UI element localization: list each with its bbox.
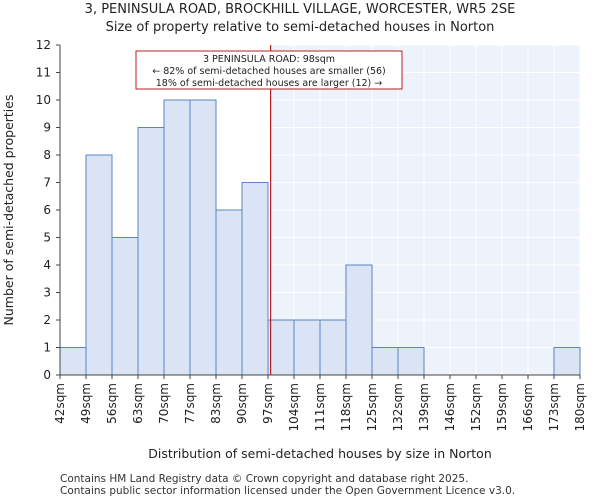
x-tick-label: 159sqm <box>495 383 509 431</box>
x-tick-label: 104sqm <box>287 383 301 431</box>
y-tick-label: 10 <box>36 93 51 107</box>
y-tick-label: 6 <box>43 203 51 217</box>
y-tick-label: 3 <box>43 286 51 300</box>
histogram-bar <box>85 154 113 376</box>
y-tick-label: 8 <box>43 148 51 162</box>
histogram-bar <box>163 99 191 376</box>
x-tick-label: 166sqm <box>521 383 535 431</box>
x-tick-label: 180sqm <box>573 383 587 431</box>
chart-title: 3, PENINSULA ROAD, BROCKHILL VILLAGE, WO… <box>84 2 516 17</box>
x-tick-label: 125sqm <box>365 383 379 431</box>
histogram-bar <box>553 347 581 376</box>
y-tick-label: 7 <box>43 176 51 190</box>
histogram-bar <box>59 347 87 376</box>
histogram-bar <box>293 319 321 376</box>
x-axis-title: Distribution of semi-detached houses by … <box>148 446 492 461</box>
x-tick-label: 152sqm <box>469 383 483 431</box>
y-tick-label: 9 <box>43 121 51 135</box>
histogram-bar <box>345 264 373 376</box>
x-tick-label: 83sqm <box>209 383 223 424</box>
x-tick-label: 42sqm <box>53 383 67 424</box>
annotation-line-3: 18% of semi-detached houses are larger (… <box>156 78 383 89</box>
chart-subtitle: Size of property relative to semi-detach… <box>105 20 495 35</box>
annotation-line-2: ← 82% of semi-detached houses are smalle… <box>152 66 386 77</box>
histogram-bar <box>397 347 425 376</box>
histogram-bar <box>215 209 243 376</box>
annotation-line-1: 3 PENINSULA ROAD: 98sqm <box>203 54 335 65</box>
y-tick-label: 11 <box>36 66 51 80</box>
histogram-bar <box>267 319 295 376</box>
y-tick-label: 12 <box>36 38 51 52</box>
y-tick-label: 1 <box>43 341 51 355</box>
x-tick-label: 97sqm <box>261 383 275 424</box>
x-tick-label: 90sqm <box>235 383 249 424</box>
y-tick-label: 2 <box>43 313 51 327</box>
annotation-box <box>135 50 403 90</box>
footer-licence: Contains public sector information licen… <box>60 485 516 497</box>
y-tick-label: 5 <box>43 231 51 245</box>
x-tick-label: 63sqm <box>131 383 145 424</box>
x-tick-label: 70sqm <box>157 383 171 424</box>
y-tick-label: 0 <box>43 368 51 382</box>
x-tick-label: 77sqm <box>183 383 197 424</box>
histogram-bar <box>371 347 399 376</box>
histogram-bar <box>111 237 139 376</box>
x-tick-label: 49sqm <box>79 383 93 424</box>
x-tick-label: 56sqm <box>105 383 119 424</box>
y-axis-title: Number of semi-detached properties <box>1 95 16 326</box>
x-tick-label: 132sqm <box>391 383 405 431</box>
x-tick-label: 139sqm <box>417 383 431 431</box>
y-tick-label: 4 <box>43 258 51 272</box>
x-tick-label: 111sqm <box>313 383 327 431</box>
x-tick-label: 173sqm <box>547 383 561 431</box>
x-tick-label: 118sqm <box>339 383 353 431</box>
histogram-bar <box>319 319 347 376</box>
histogram-bar <box>241 182 269 376</box>
x-tick-label: 146sqm <box>443 383 457 431</box>
histogram-bar <box>137 127 165 376</box>
footer-copyright: Contains HM Land Registry data © Crown c… <box>60 473 469 485</box>
histogram-bar <box>189 99 217 376</box>
